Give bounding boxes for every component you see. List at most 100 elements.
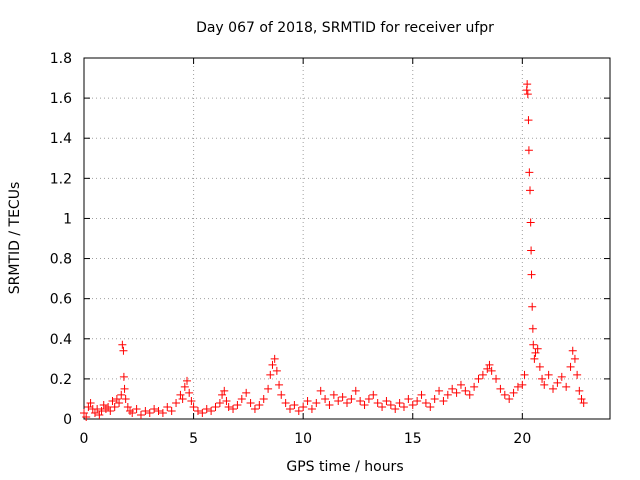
data-point (90, 408, 99, 417)
data-point (395, 398, 404, 407)
data-point (183, 376, 192, 385)
data-point (329, 390, 338, 399)
data-point (207, 406, 216, 415)
data-point (99, 400, 108, 409)
data-point (272, 366, 281, 375)
x-tick-label: 10 (294, 431, 312, 447)
y-axis-label: SRMTID / TECUs (7, 182, 23, 295)
data-point (538, 374, 547, 383)
x-axis-label: GPS time / hours (286, 459, 403, 475)
data-point (570, 354, 579, 363)
grid-lines (84, 58, 610, 419)
data-point (132, 404, 141, 413)
data-series (80, 80, 588, 421)
data-point (528, 324, 537, 333)
data-point (461, 386, 470, 395)
data-point (520, 370, 529, 379)
data-point (123, 402, 132, 411)
data-point (421, 398, 430, 407)
data-point (426, 402, 435, 411)
data-point (360, 400, 369, 409)
data-point (266, 370, 275, 379)
data-point (478, 370, 487, 379)
data-point (180, 382, 189, 391)
data-point (575, 386, 584, 395)
data-point (500, 390, 509, 399)
data-point (485, 360, 494, 369)
data-point (404, 394, 413, 403)
data-point (573, 370, 582, 379)
data-point (417, 390, 426, 399)
data-point (222, 396, 231, 405)
data-point (391, 404, 400, 413)
data-point (452, 388, 461, 397)
y-tick-label: 1.6 (50, 91, 72, 107)
data-point (487, 366, 496, 375)
data-point (106, 406, 115, 415)
data-point (264, 384, 273, 393)
data-point (229, 404, 238, 413)
data-point (126, 406, 135, 415)
data-point (211, 402, 220, 411)
data-point (413, 396, 422, 405)
data-point (321, 394, 330, 403)
data-point (408, 400, 417, 409)
data-point (465, 390, 474, 399)
data-point (294, 406, 303, 415)
data-point (307, 404, 316, 413)
data-point (167, 406, 176, 415)
data-point (120, 384, 129, 393)
data-point (82, 412, 91, 421)
data-point (562, 382, 571, 391)
data-point (343, 398, 351, 407)
data-point (141, 406, 150, 415)
data-point (474, 374, 483, 383)
data-point (97, 406, 106, 415)
data-point (237, 394, 246, 403)
data-point (176, 390, 185, 399)
data-point (193, 406, 202, 415)
data-point (268, 360, 277, 369)
x-tick-label: 15 (404, 431, 422, 447)
data-point (95, 410, 104, 419)
y-tick-label: 1.4 (50, 131, 72, 147)
y-tick-label: 1.2 (50, 171, 72, 187)
y-tick-label: 0.4 (50, 332, 72, 348)
data-point (579, 398, 588, 407)
data-point (439, 396, 448, 405)
data-point (523, 80, 532, 89)
data-point (275, 380, 284, 389)
y-tick-label: 0.2 (50, 372, 72, 388)
data-point (108, 396, 117, 405)
data-point (119, 372, 128, 381)
data-point (312, 398, 321, 407)
data-point (233, 400, 242, 409)
data-point (557, 372, 566, 381)
data-point (356, 396, 365, 405)
data-point (540, 380, 549, 389)
data-point (86, 398, 95, 407)
x-tick-label: 0 (80, 431, 89, 447)
data-point (290, 400, 299, 409)
data-point (80, 408, 88, 417)
data-point (528, 302, 537, 311)
data-point (513, 382, 522, 391)
data-point (118, 340, 127, 349)
y-tick-label: 0.8 (50, 252, 72, 268)
data-point (496, 384, 505, 393)
data-point (369, 390, 378, 399)
data-point (527, 270, 536, 279)
axis-ticks (83, 57, 610, 420)
data-point (277, 390, 286, 399)
data-point (399, 402, 408, 411)
data-point (518, 380, 527, 389)
data-point (530, 354, 539, 363)
data-point (544, 370, 553, 379)
data-point (119, 346, 128, 355)
x-tick-label: 20 (513, 431, 531, 447)
data-point (527, 246, 536, 255)
data-point (115, 398, 124, 407)
y-tick-label: 0.6 (50, 292, 72, 308)
data-point (270, 354, 279, 363)
